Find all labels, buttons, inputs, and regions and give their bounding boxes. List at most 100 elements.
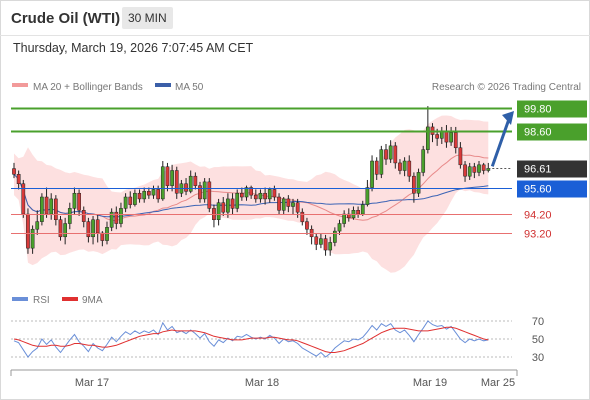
candle xyxy=(249,185,254,199)
candle xyxy=(170,164,174,192)
candle xyxy=(133,189,137,207)
candle xyxy=(58,215,63,241)
candle xyxy=(26,208,30,254)
current-price-label: 96.61 xyxy=(524,164,552,176)
candle-body xyxy=(16,174,21,185)
timeframe-button[interactable]: 30 MIN xyxy=(122,7,173,29)
candle xyxy=(30,225,35,254)
candle-body xyxy=(240,192,244,198)
candle-body xyxy=(305,221,309,230)
support-label-box xyxy=(517,180,587,198)
ma50-legend-label: MA 50 xyxy=(175,82,204,93)
candle-body xyxy=(67,208,72,224)
candle-body xyxy=(388,145,393,160)
candle xyxy=(151,185,156,199)
candle xyxy=(370,155,374,192)
candle xyxy=(12,162,16,179)
candle-body xyxy=(142,191,147,200)
candle-body xyxy=(384,149,388,160)
levels-layer: 99.80 98.60 96.61 95.60 94.20 93.20 xyxy=(11,100,587,241)
forecast-arrow xyxy=(490,111,514,167)
candle-body xyxy=(453,132,458,149)
candle-body xyxy=(398,162,402,171)
candle-body xyxy=(63,223,67,238)
candle-body xyxy=(86,221,91,238)
candle-body xyxy=(435,134,439,139)
candle xyxy=(221,197,226,216)
candle-body xyxy=(286,198,291,207)
candle xyxy=(379,145,384,179)
candle-body xyxy=(337,223,342,232)
candle xyxy=(216,198,221,226)
rsi-ma-legend-label: 9MA xyxy=(82,295,103,306)
candle xyxy=(291,198,295,215)
candle xyxy=(421,145,426,177)
candle-body xyxy=(272,189,277,198)
candle-body xyxy=(207,181,212,209)
candle xyxy=(193,172,198,190)
candle-body xyxy=(235,192,240,209)
candle-body xyxy=(281,198,286,211)
candle-body xyxy=(40,196,44,222)
candle xyxy=(333,227,337,247)
candle-body xyxy=(300,211,305,222)
candle xyxy=(458,142,463,169)
candle xyxy=(481,162,486,175)
x-label-mar18: Mar 18 xyxy=(245,377,279,389)
candle-body xyxy=(267,189,272,200)
candle-body xyxy=(26,213,30,249)
candle-body xyxy=(412,175,416,194)
candle xyxy=(147,187,151,199)
candle-body xyxy=(81,210,86,222)
candle-body xyxy=(463,164,467,177)
support-label-secondary: 93.20 xyxy=(524,229,552,241)
candle-body xyxy=(188,175,193,192)
candle-body xyxy=(119,208,123,224)
candle-body xyxy=(323,238,328,251)
resistance-label-box xyxy=(517,100,587,118)
candle xyxy=(477,161,481,177)
candle xyxy=(202,178,207,203)
candle-body xyxy=(58,219,63,238)
candle xyxy=(109,208,114,232)
candle-body xyxy=(258,192,263,200)
candle-body xyxy=(216,202,221,220)
candle-body xyxy=(365,187,370,205)
candle-body xyxy=(12,168,16,175)
candle xyxy=(402,157,407,177)
candle xyxy=(472,162,477,179)
candle xyxy=(114,206,119,230)
candle-body xyxy=(170,170,174,186)
candle xyxy=(267,187,272,203)
candle-body xyxy=(328,242,333,251)
candle xyxy=(388,140,393,163)
candle xyxy=(188,170,193,194)
candle xyxy=(240,187,244,201)
candle xyxy=(72,187,77,215)
candle xyxy=(21,179,26,218)
candle-body xyxy=(202,181,207,200)
candle-body xyxy=(342,213,346,224)
x-label-mar19: Mar 19 xyxy=(413,377,447,389)
candle-body xyxy=(449,132,453,143)
candle xyxy=(407,155,412,182)
candle xyxy=(184,178,188,196)
candle xyxy=(63,217,67,245)
candle-body xyxy=(407,160,412,177)
resistance-label-box xyxy=(517,123,587,141)
candle-body xyxy=(467,166,472,177)
candle xyxy=(54,195,58,226)
candle xyxy=(277,193,281,215)
candle-body xyxy=(160,166,165,200)
candle-body xyxy=(77,192,81,211)
candle xyxy=(416,168,421,198)
candle-body xyxy=(360,204,365,215)
current-price-box xyxy=(517,160,587,178)
candle-body xyxy=(184,183,188,192)
candle-body xyxy=(244,187,249,198)
candle-body xyxy=(333,230,337,243)
support-label: 95.60 xyxy=(524,184,552,196)
candle xyxy=(328,236,333,256)
candle xyxy=(86,217,91,243)
candle-body xyxy=(174,170,179,194)
